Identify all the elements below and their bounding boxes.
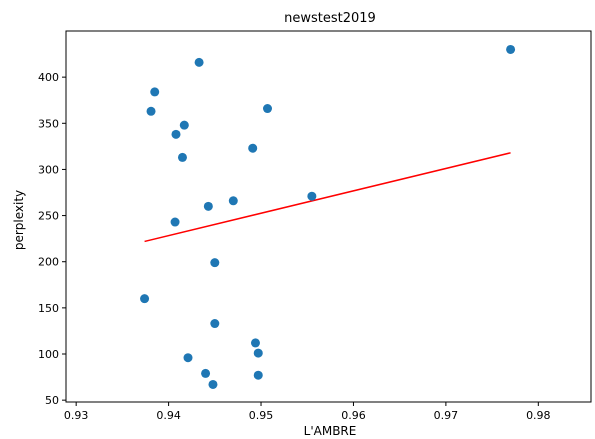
y-tick-label: 100 xyxy=(38,348,59,361)
data-point xyxy=(250,338,260,348)
y-tick-label: 150 xyxy=(38,302,59,315)
data-point xyxy=(146,106,156,116)
data-point xyxy=(228,196,238,206)
data-point xyxy=(150,87,160,97)
y-tick-label: 300 xyxy=(38,163,59,176)
data-point xyxy=(506,44,516,54)
data-point xyxy=(201,368,211,378)
data-point xyxy=(262,104,272,114)
data-point xyxy=(171,129,181,139)
x-tick-label: 0.96 xyxy=(341,409,366,422)
trend-line xyxy=(144,152,511,243)
data-point xyxy=(203,201,213,211)
data-point xyxy=(248,143,258,153)
x-tick-label: 0.93 xyxy=(64,409,89,422)
data-point xyxy=(140,294,150,304)
x-tick-label: 0.94 xyxy=(156,409,181,422)
y-axis-label: perplexity xyxy=(12,190,26,250)
data-point xyxy=(170,217,180,227)
y-tick-label: 200 xyxy=(38,256,59,269)
data-point xyxy=(183,353,193,363)
data-point xyxy=(253,348,263,358)
data-point xyxy=(210,258,220,268)
data-point xyxy=(307,191,317,201)
data-point xyxy=(177,152,187,162)
data-point xyxy=(208,379,218,389)
x-tick-label: 0.98 xyxy=(526,409,551,422)
y-tick-label: 350 xyxy=(38,117,59,130)
x-tick-label: 0.95 xyxy=(249,409,274,422)
data-point xyxy=(210,319,220,329)
y-tick-label: 50 xyxy=(45,394,59,407)
data-point xyxy=(194,57,204,67)
plot-frame xyxy=(65,30,592,403)
y-tick-label: 250 xyxy=(38,210,59,223)
x-axis-label: L'AMBRE xyxy=(304,424,357,438)
y-tick-label: 400 xyxy=(38,71,59,84)
data-point xyxy=(253,370,263,380)
data-point xyxy=(179,120,189,130)
chart-title: newstest2019 xyxy=(284,11,376,26)
plot-area: 0.93 0.94 0.95 0.96 0.97 0.98 50 100 150 200 250 30… xyxy=(38,30,592,422)
x-tick-label: 0.97 xyxy=(434,409,459,422)
